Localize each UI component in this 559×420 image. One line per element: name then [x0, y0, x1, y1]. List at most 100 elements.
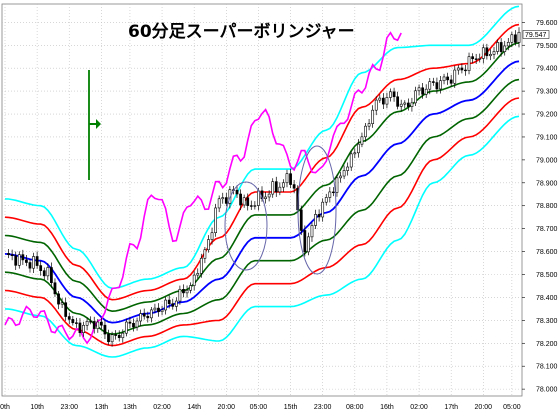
candle-body [174, 300, 178, 307]
x-tick-label: 13th [123, 404, 137, 411]
candlestick [10, 249, 14, 261]
candle-body [235, 189, 239, 195]
candlestick [42, 267, 46, 280]
candlestick [135, 317, 139, 331]
candle-body [46, 267, 50, 277]
candle-body [167, 299, 171, 304]
candle-body [14, 255, 18, 266]
candlestick [71, 315, 75, 326]
candle-body [431, 81, 435, 83]
sigma1-band-lower [4, 78, 520, 335]
candle-body [324, 197, 328, 203]
candle-body [439, 80, 442, 90]
candle-body [32, 256, 35, 269]
candlestick [117, 330, 121, 342]
candlestick [403, 100, 407, 109]
candlestick [435, 77, 439, 94]
candlestick [110, 331, 114, 347]
candle-body [506, 41, 510, 47]
candle-body [128, 321, 132, 324]
candlestick [496, 39, 499, 55]
candle-body [60, 302, 64, 305]
candlestick [342, 165, 346, 180]
candle-body [471, 56, 474, 60]
candle-body [110, 334, 114, 343]
candlestick [474, 53, 478, 64]
candlestick [478, 53, 482, 63]
candlestick [57, 290, 60, 310]
candlestick [67, 312, 71, 325]
candle-body [199, 257, 203, 274]
candle-body [510, 34, 514, 43]
candlestick [142, 308, 146, 320]
candlestick [235, 185, 239, 199]
candle-body [474, 58, 478, 60]
candle-body [82, 324, 85, 333]
candlestick [439, 76, 442, 94]
candlestick [21, 249, 25, 265]
candle-body [189, 285, 192, 291]
candle-body [346, 166, 350, 171]
candlestick [139, 309, 143, 327]
x-tick-label: 05:00 [503, 404, 521, 411]
current-price-box [522, 30, 550, 39]
candle-body [417, 87, 421, 92]
x-tick-label: 13th [95, 404, 109, 411]
candlestick [207, 235, 210, 253]
y-tick-label: 79.400 [536, 66, 558, 73]
candle-body [424, 88, 428, 95]
candlestick [28, 258, 32, 273]
candle-body [146, 315, 150, 319]
candlestick [503, 40, 507, 56]
candle-body [239, 193, 242, 206]
candlestick [389, 88, 392, 102]
highlight-ellipse-2 [297, 145, 337, 275]
candlestick [214, 203, 217, 237]
candle-body [428, 81, 432, 90]
candlestick [242, 194, 246, 208]
candle-body [464, 69, 467, 72]
candlestick [239, 189, 242, 210]
candlestick [453, 65, 457, 88]
candlestick [374, 96, 378, 116]
candlestick [332, 187, 335, 197]
candlestick [82, 321, 85, 337]
candle-body [299, 209, 303, 231]
candlestick [410, 97, 414, 112]
candlestick [267, 190, 271, 202]
candle-body [182, 289, 185, 294]
y-tick-label: 78.200 [536, 341, 558, 348]
candlestick [132, 318, 135, 332]
candlestick [282, 179, 285, 192]
candlestick [353, 148, 357, 159]
candle-body [285, 173, 289, 184]
candle-body [446, 76, 449, 81]
candlestick [421, 83, 425, 99]
candle-body [496, 42, 499, 52]
candle-body [396, 96, 400, 107]
candle-body [249, 205, 253, 207]
candle-body [257, 190, 260, 206]
candlestick [224, 192, 228, 207]
candlestick [203, 246, 207, 264]
candle-body [53, 282, 57, 295]
candle-body [303, 230, 307, 253]
candle-body [142, 313, 146, 317]
candlestick [53, 278, 57, 297]
candlestick [99, 317, 103, 330]
candle-body [71, 319, 75, 324]
candlestick [157, 303, 160, 317]
candle-body [35, 256, 39, 266]
candlestick [128, 317, 132, 329]
candlestick [364, 123, 367, 142]
sigma1-band-upper [4, 42, 520, 313]
candlestick [46, 263, 50, 281]
candle-body [164, 299, 168, 311]
candlestick [246, 193, 250, 211]
candle-body [171, 303, 175, 307]
x-tick-label: 02:00 [410, 404, 428, 411]
y-tick-label: 79.500 [536, 43, 558, 50]
candlestick [171, 298, 175, 310]
candlestick [406, 98, 410, 111]
